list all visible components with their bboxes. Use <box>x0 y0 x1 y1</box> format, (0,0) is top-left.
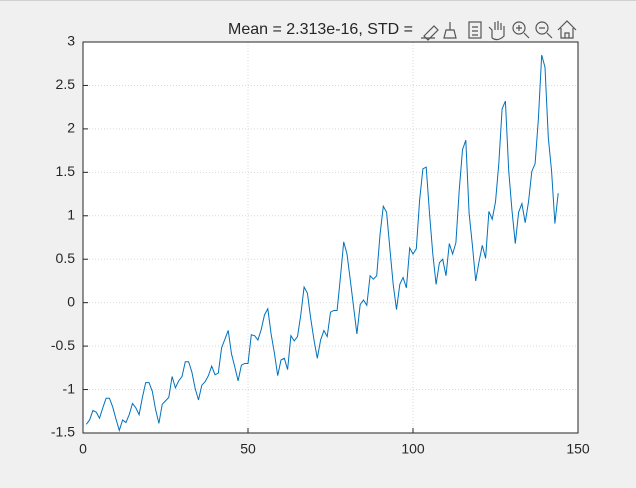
y-tick-label: -1 <box>63 380 76 396</box>
y-tick-label: -1.5 <box>51 424 75 440</box>
export-tool[interactable] <box>468 21 482 39</box>
y-tick-label: 3 <box>67 33 75 49</box>
y-tick-label: 1.5 <box>56 163 76 179</box>
axes-toolbar <box>421 20 577 41</box>
y-tick-label: 2 <box>67 120 75 136</box>
home-tool[interactable] <box>557 20 577 39</box>
y-tick-label: 0.5 <box>56 250 76 266</box>
data-tips-tool[interactable] <box>443 22 457 39</box>
y-tick-label: 0 <box>67 293 75 309</box>
y-tick-label: 2.5 <box>56 76 76 92</box>
zoom-in-tool[interactable] <box>512 21 530 39</box>
data-line <box>85 54 559 433</box>
chart-title: Mean = 2.313e-16, STD = <box>228 21 413 38</box>
axes-box <box>82 41 579 434</box>
y-tick-label: -0.5 <box>51 337 75 353</box>
ticks: 0 50 100 150 -1.5 -1 -0.5 0 0.5 1 1.5 2 2.5 3 <box>51 33 590 457</box>
x-tick-label: 50 <box>240 441 256 457</box>
brush-tool[interactable] <box>421 25 439 41</box>
plot-area <box>85 54 559 433</box>
x-tick-label: 0 <box>79 441 87 457</box>
axes-background <box>83 42 578 433</box>
x-tick-label: 100 <box>401 441 425 457</box>
pan-tool[interactable] <box>488 21 505 41</box>
zoom-out-tool[interactable] <box>535 21 553 39</box>
y-tick-label: 1 <box>67 206 75 222</box>
x-tick-label: 150 <box>566 441 590 457</box>
